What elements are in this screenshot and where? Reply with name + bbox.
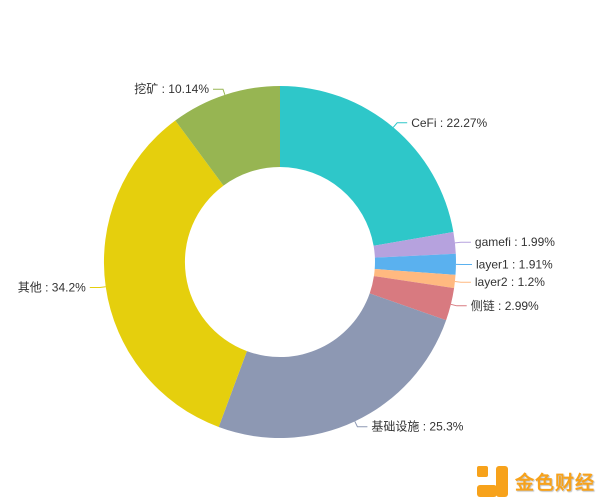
label-line-基础设施 bbox=[354, 421, 368, 428]
pie-label-其他: 其他 : 34.2% bbox=[18, 281, 86, 295]
logo-bracket-shape bbox=[476, 466, 508, 497]
jinse-logo-text: 金色财经 bbox=[514, 473, 595, 494]
pie-label-基础设施: 基础设施 : 25.3% bbox=[371, 420, 463, 434]
pie-label-侧链: 侧链 : 2.99% bbox=[471, 298, 539, 313]
pie-slice-基础设施[interactable] bbox=[218, 293, 447, 439]
label-line-gamefi bbox=[454, 241, 471, 244]
pie-label-gamefi: gamefi : 1.99% bbox=[475, 235, 555, 249]
pie-slice-其他[interactable] bbox=[103, 120, 247, 428]
label-line-CeFi bbox=[392, 122, 408, 128]
pie-label-挖矿: 挖矿 : 10.14% bbox=[134, 81, 209, 96]
label-line-layer2 bbox=[454, 281, 471, 283]
logo-dot-shape bbox=[476, 466, 488, 477]
pie-label-layer1: layer1 : 1.91% bbox=[476, 258, 553, 272]
jinse-logo-icon bbox=[476, 466, 508, 497]
pie-label-layer2: layer2 : 1.2% bbox=[475, 275, 545, 289]
label-line-侧链 bbox=[450, 303, 467, 307]
pie-slice-CeFi[interactable] bbox=[280, 86, 454, 246]
label-line-挖矿 bbox=[213, 88, 226, 96]
pie-slice-gamefi[interactable] bbox=[373, 232, 456, 258]
jinse-finance-logo: 金色财经 bbox=[476, 466, 595, 497]
pie-slice-layer1[interactable] bbox=[374, 253, 456, 275]
pie-label-CeFi: CeFi : 22.27% bbox=[411, 116, 487, 130]
label-line-其他 bbox=[89, 286, 106, 288]
pie-slice-挖矿[interactable] bbox=[175, 86, 280, 186]
pie-slice-侧链[interactable] bbox=[369, 276, 455, 321]
pie-slice-layer2[interactable] bbox=[373, 269, 456, 289]
